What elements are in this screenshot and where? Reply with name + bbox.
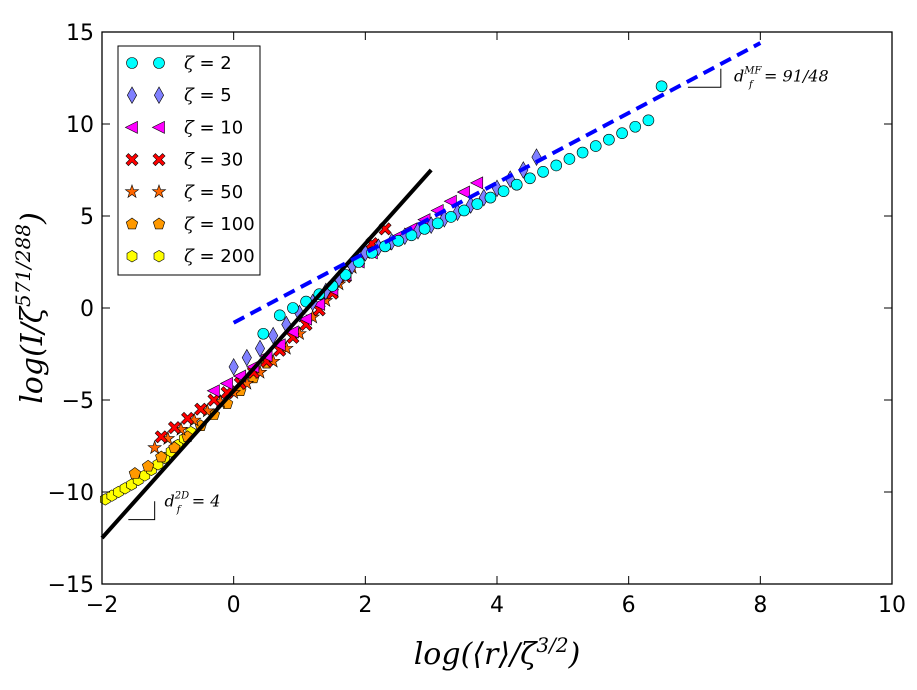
data-point bbox=[285, 325, 299, 339]
legend-entry: ζ = 10 bbox=[124, 117, 243, 138]
legend-box bbox=[117, 45, 261, 276]
legend-label: ζ = 2 bbox=[184, 53, 232, 74]
data-point bbox=[616, 127, 628, 139]
mean-field-fit-line bbox=[232, 41, 762, 325]
data-point bbox=[257, 327, 270, 340]
y-tick-label: 5 bbox=[80, 205, 94, 230]
data-point bbox=[642, 114, 655, 127]
y-axis-label: log(I/ζ571/288) bbox=[11, 212, 50, 404]
legend-label: ζ = 10 bbox=[184, 117, 243, 138]
data-point bbox=[298, 312, 312, 326]
x-tick-label: 10 bbox=[878, 593, 906, 618]
legend-label: ζ = 200 bbox=[184, 246, 255, 267]
legend-label: ζ = 30 bbox=[184, 150, 243, 171]
data-point bbox=[153, 57, 165, 69]
legend-entry: ζ = 2 bbox=[126, 53, 232, 74]
y-tick-label: 10 bbox=[66, 113, 94, 138]
annotation-mf: dMF f = 91/48 bbox=[734, 66, 829, 91]
data-point bbox=[153, 86, 165, 105]
data-point bbox=[510, 178, 523, 191]
data-point bbox=[128, 467, 142, 479]
data-point bbox=[531, 148, 542, 166]
data-point bbox=[152, 217, 166, 230]
data-point bbox=[537, 166, 549, 178]
y-tick-label: 0 bbox=[80, 297, 94, 322]
data-point bbox=[153, 250, 165, 263]
y-tick-label: −5 bbox=[62, 389, 94, 414]
two-d-fit-line bbox=[100, 168, 433, 540]
data-point bbox=[167, 421, 181, 435]
x-tick-label: −2 bbox=[86, 593, 118, 618]
legend-label: ζ = 100 bbox=[184, 214, 255, 235]
data-point bbox=[126, 86, 138, 105]
data-point bbox=[168, 441, 181, 454]
x-axis-label: log(⟨r⟩/ζ3/2) bbox=[414, 633, 581, 672]
legend-entry: ζ = 5 bbox=[126, 85, 232, 106]
data-point bbox=[126, 250, 138, 263]
data-point bbox=[524, 172, 536, 185]
data-point bbox=[629, 120, 642, 133]
x-tick-label: 8 bbox=[753, 593, 767, 618]
data-point bbox=[194, 402, 208, 416]
data-point bbox=[206, 384, 220, 398]
data-point bbox=[254, 339, 266, 358]
slope-marker bbox=[687, 68, 722, 88]
data-point bbox=[155, 450, 168, 463]
legend-label: ζ = 5 bbox=[184, 85, 232, 106]
legend: ζ = 2 ζ = 5 ζ = 10 ζ = 30 ζ = 50 ζ = 100 ζ = 2… bbox=[117, 45, 261, 276]
data-point bbox=[151, 184, 167, 199]
data-point bbox=[125, 153, 139, 167]
x-tick-label: 2 bbox=[358, 593, 372, 618]
data-point bbox=[228, 358, 239, 376]
y-tick-label: 15 bbox=[66, 21, 94, 46]
x-tick-label: 4 bbox=[490, 593, 504, 618]
data-point bbox=[273, 309, 286, 322]
data-point bbox=[469, 176, 484, 190]
legend-entry: ζ = 200 bbox=[126, 246, 255, 267]
data-point bbox=[287, 302, 299, 314]
data-point bbox=[125, 217, 139, 230]
data-point bbox=[124, 120, 138, 134]
data-point bbox=[471, 198, 484, 210]
data-point bbox=[484, 191, 497, 204]
data-point bbox=[339, 269, 352, 281]
data-point bbox=[147, 440, 163, 455]
data-point bbox=[431, 217, 444, 230]
data-point bbox=[458, 204, 470, 217]
legend-entry: ζ = 30 bbox=[125, 150, 243, 171]
data-point bbox=[141, 459, 155, 472]
data-point bbox=[550, 159, 563, 172]
data-point bbox=[219, 376, 233, 390]
data-point bbox=[152, 153, 166, 167]
data-point bbox=[445, 211, 457, 223]
annotations: d2D f = 4 dMF f = 91/48 bbox=[128, 66, 829, 521]
x-tick-label: 6 bbox=[622, 593, 636, 618]
data-point bbox=[603, 133, 615, 146]
data-point bbox=[497, 185, 510, 197]
slope-marker bbox=[128, 501, 156, 521]
y-tick-label: −10 bbox=[48, 481, 94, 506]
y-tick-label: −15 bbox=[48, 573, 94, 598]
data-point bbox=[576, 146, 589, 159]
data-point bbox=[563, 153, 576, 165]
data-point bbox=[456, 185, 470, 199]
annotation-2d: d2D f = 4 bbox=[165, 491, 221, 516]
data-point bbox=[655, 80, 668, 93]
data-point bbox=[181, 411, 195, 425]
series-layer bbox=[99, 41, 762, 540]
legend-label: ζ = 50 bbox=[184, 182, 243, 203]
data-point bbox=[154, 430, 168, 444]
data-point bbox=[124, 184, 140, 199]
legend-entry: ζ = 50 bbox=[124, 182, 243, 203]
axis-ticks: −2 0 2 4 6 8 10 −15 −10 −5 0 5 10 15 bbox=[48, 21, 906, 618]
data-point bbox=[311, 297, 326, 311]
data-point bbox=[151, 120, 165, 134]
data-point bbox=[241, 348, 252, 367]
legend-entry: ζ = 100 bbox=[125, 214, 255, 235]
data-point bbox=[589, 140, 602, 152]
x-tick-label: 0 bbox=[227, 593, 241, 618]
data-point bbox=[126, 57, 138, 69]
